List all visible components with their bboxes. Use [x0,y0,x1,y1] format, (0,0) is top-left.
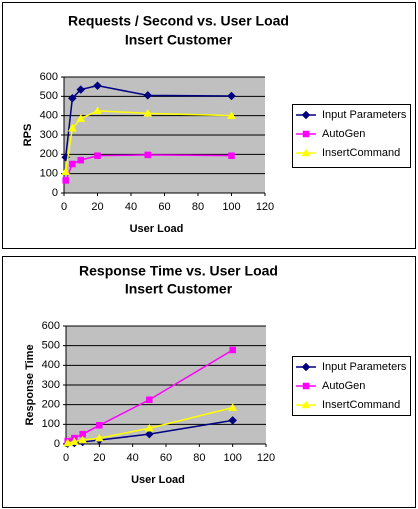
marker [144,423,154,432]
marker [227,91,236,101]
legend-label: AutoGen [322,380,365,392]
chart-title: Requests / Second vs. User Load [68,13,289,29]
marker [61,167,71,175]
y-tick-label: 100 [40,168,58,180]
marker [94,433,104,442]
marker [62,177,69,184]
x-tick-label: 60 [158,201,170,213]
marker [63,438,73,447]
x-tick-label: 80 [192,201,204,213]
marker [93,81,102,91]
chart: Response Time vs. User Load Insert Custom… [2,256,416,508]
marker [68,93,77,103]
y-axis-label: Response Time [24,344,36,425]
series-line [64,84,232,158]
legend-label: Input Parameters [322,361,407,373]
chart-subtitle: Insert Customer [125,281,233,297]
x-axis-label: User Load [131,474,185,486]
x-tick-label: 0 [63,452,69,464]
marker [228,403,238,411]
x-tick-label: 20 [93,452,105,464]
y-tick-label: 500 [42,340,60,352]
marker [143,91,153,100]
legend-label: InsertCommand [322,399,400,411]
y-tick-label: 100 [42,418,60,430]
marker [96,422,103,429]
marker [301,148,311,157]
x-tick-label: 60 [160,452,172,464]
chart-title: Response Time vs. User Load [79,263,278,279]
y-tick-label: 400 [42,359,60,371]
marker [67,123,77,132]
y-axis-label: RPS [22,124,34,147]
marker [301,362,311,372]
marker [302,382,310,390]
x-tick-label: 40 [127,452,139,464]
marker [227,111,236,119]
chart-subtitle: Insert Customer [125,32,233,48]
y-tick-label: 300 [40,129,58,141]
marker [94,152,101,159]
marker [302,130,310,138]
x-tick-label: 100 [223,452,241,464]
marker [144,429,154,439]
y-tick-label: 0 [52,187,58,199]
series-line [64,110,232,172]
marker [78,435,88,444]
x-axis-label: User Load [130,223,184,235]
y-tick-label: 600 [40,71,58,83]
x-tick-label: 120 [256,201,274,213]
y-tick-label: 300 [42,379,60,391]
marker [301,400,311,409]
chart: Requests / Second vs. User Load Insert Cu… [2,2,416,249]
marker [228,416,238,425]
marker [69,160,76,168]
marker [228,152,235,159]
x-tick-label: 120 [257,452,275,464]
x-tick-label: 80 [193,452,205,464]
marker [146,396,153,403]
legend-label: Input Parameters [322,109,407,121]
y-tick-label: 600 [42,320,60,332]
marker [143,108,153,117]
marker [144,151,151,159]
marker [301,110,311,120]
x-tick-label: 0 [61,201,67,213]
marker [69,437,79,445]
marker [229,346,236,354]
marker [77,156,84,164]
marker [93,106,102,115]
x-tick-label: 100 [222,201,240,213]
legend-label: AutoGen [322,128,365,140]
marker [76,114,86,122]
y-tick-label: 200 [42,399,60,411]
y-tick-label: 200 [40,148,58,160]
x-tick-label: 20 [91,201,103,213]
x-tick-label: 40 [125,201,137,213]
y-tick-label: 500 [40,90,58,102]
y-tick-label: 0 [54,438,60,450]
marker [76,85,86,94]
y-tick-label: 400 [40,110,58,122]
legend-label: InsertCommand [322,147,400,159]
